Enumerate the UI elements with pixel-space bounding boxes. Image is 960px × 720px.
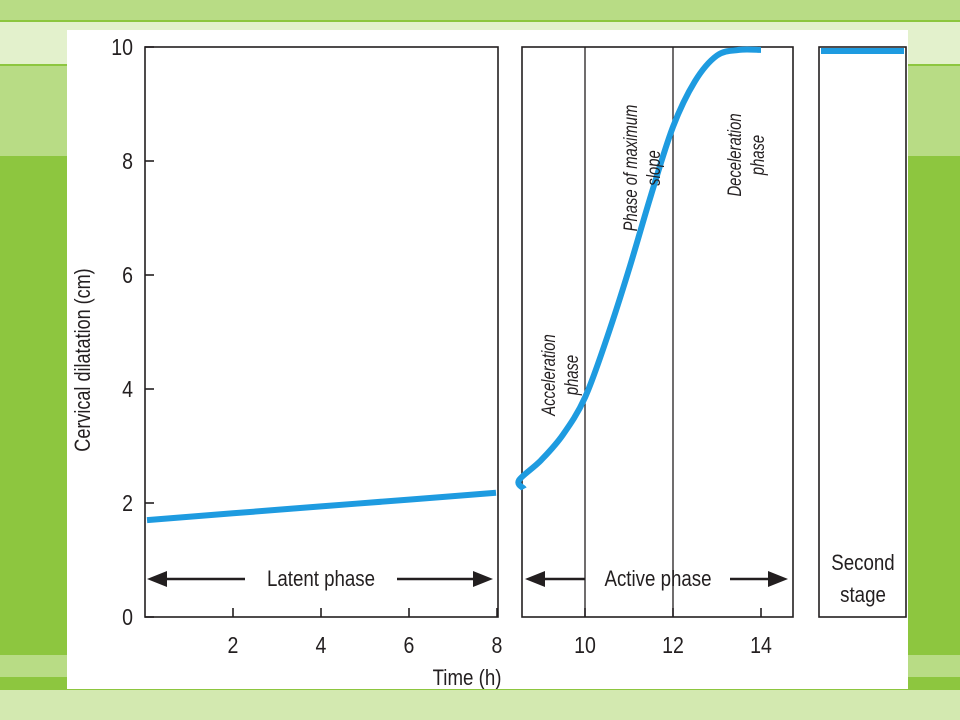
y-tick-label-6: 6 (122, 263, 133, 289)
latent-phase-label: Latent phase (267, 568, 375, 592)
annotation-max-slope-line1: Phase of maximum (620, 105, 641, 232)
panel-latent (144, 46, 499, 618)
top-band-1 (0, 0, 960, 20)
x-axis-label: Time (h) (433, 667, 502, 689)
curve-latent (146, 489, 497, 524)
y-tick-label-8: 8 (122, 149, 133, 175)
x-tick-label-6: 6 (404, 633, 415, 659)
y-tick-label-0: 0 (122, 605, 133, 631)
x-tick-label-12: 12 (662, 633, 684, 659)
y-tick-label-4: 4 (122, 377, 133, 403)
panel-second (818, 46, 907, 618)
x-tick-label-14: 14 (750, 633, 772, 659)
y-axis-label: Cervical dilatation (cm) (71, 268, 95, 451)
second-stage-label-line1: Second (831, 552, 894, 576)
x-tick-label-2: 2 (228, 633, 239, 659)
annotation-deceleration-line1: Deceleration (724, 113, 745, 196)
chart-card: 0 2 4 6 8 10 2 4 6 8 10 12 14 Cervical dilatation (c… (67, 30, 908, 690)
x-tick-label-4: 4 (316, 633, 327, 659)
x-tick-label-10: 10 (574, 633, 596, 659)
annotation-acceleration-line2: phase (561, 355, 582, 396)
y-tick-label-2: 2 (122, 491, 133, 517)
labor-curve-chart: 0 2 4 6 8 10 2 4 6 8 10 12 14 Cervical dilatation (c… (71, 35, 907, 690)
active-phase-arrow (525, 571, 788, 587)
bottom-band-2 (0, 690, 960, 720)
annotation-acceleration-line1: Acceleration (538, 334, 559, 416)
latent-phase-arrow (147, 571, 493, 587)
annotation-max-slope-line2: slope (643, 150, 664, 185)
annotation-deceleration-line2: phase (747, 135, 768, 176)
curve-active (515, 46, 762, 491)
second-stage-label-line2: stage (840, 584, 886, 608)
y-tick-label-10: 10 (111, 35, 133, 61)
x-tick-label-8: 8 (492, 633, 503, 659)
panel-active (521, 46, 794, 618)
active-phase-label: Active phase (604, 568, 711, 592)
